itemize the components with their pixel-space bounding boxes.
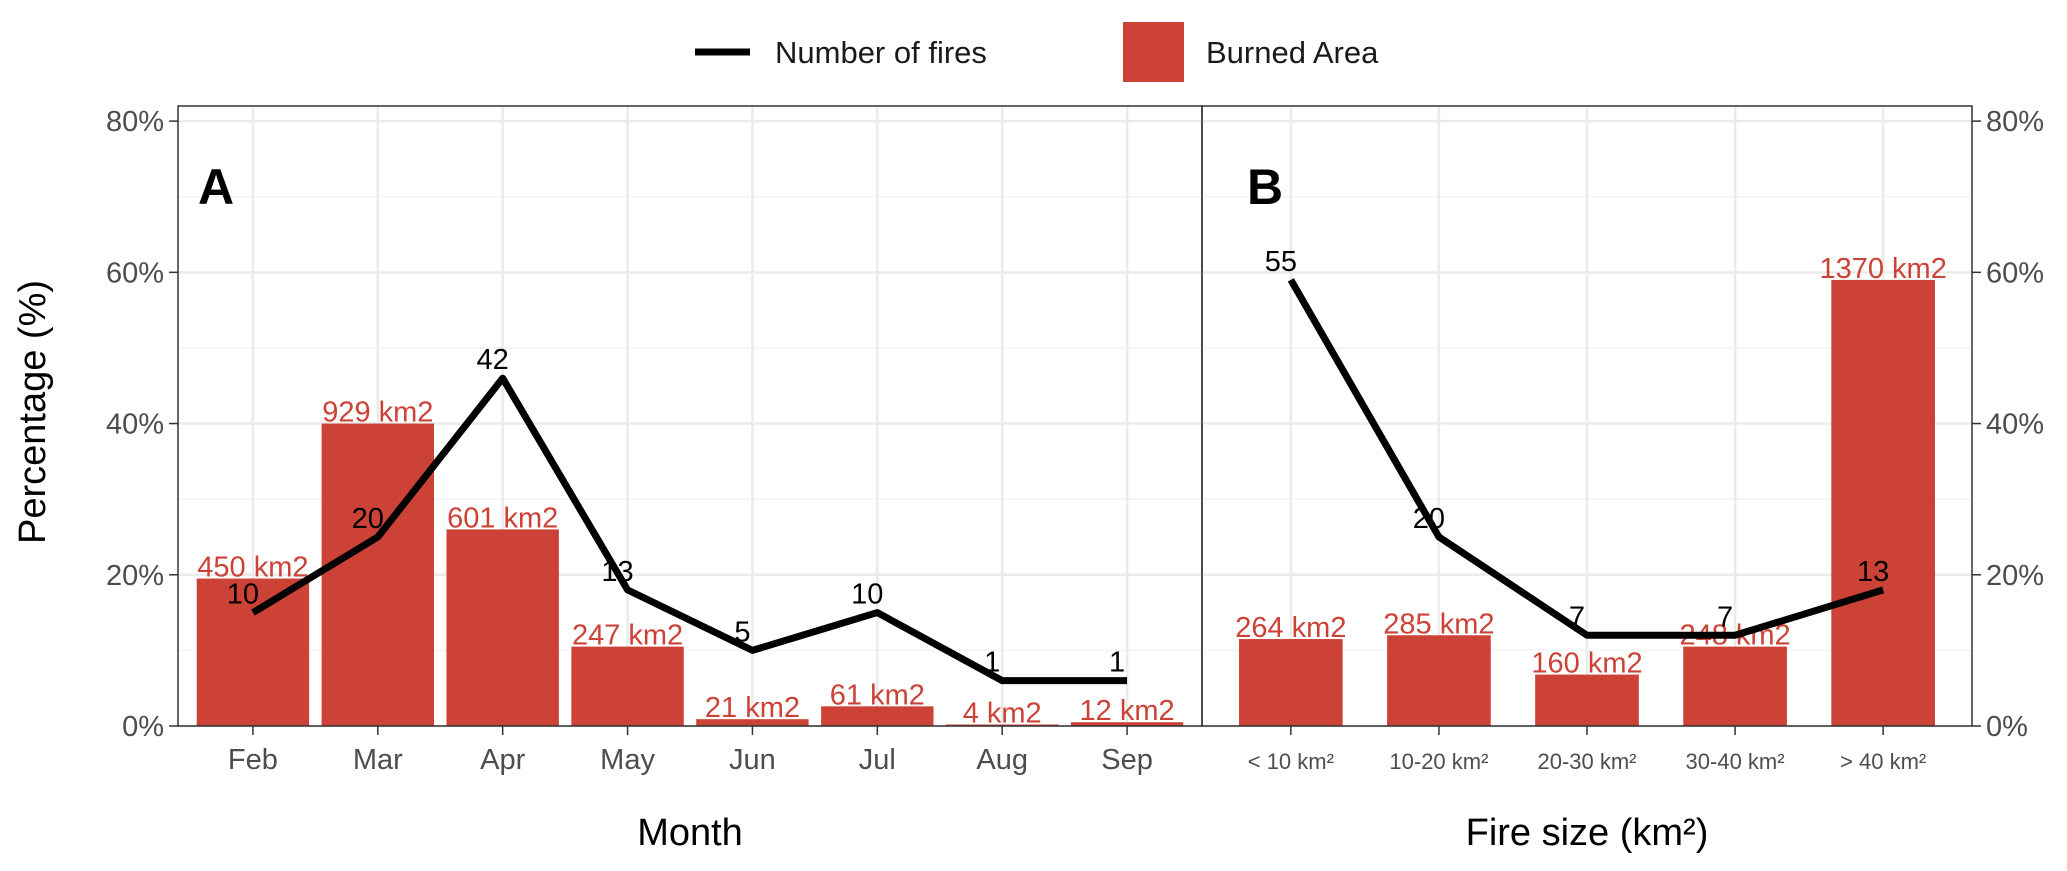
bar-burned-area (696, 719, 809, 726)
line-value-label: 10 (227, 579, 259, 611)
y-tick-label: 0% (122, 711, 164, 743)
panel-month-y-ticks: 0% 20% 40% 60% 80% (106, 106, 178, 743)
line-value-label: 1 (984, 647, 1000, 679)
x-tick-label: 10-20 km² (1389, 749, 1488, 774)
line-value-label: 55 (1265, 246, 1297, 278)
legend-bar-label: Burned Area (1206, 35, 1379, 70)
bar-burned-area (1387, 635, 1491, 726)
line-value-label: 1 (1109, 647, 1125, 679)
y-tick-label: 0% (1986, 711, 2028, 743)
bar-burned-area (321, 423, 434, 726)
line-value-label: 13 (1857, 556, 1889, 588)
line-value-label: 42 (477, 344, 509, 376)
y-tick-label: 60% (1986, 257, 2044, 289)
x-tick-label: Mar (353, 744, 403, 776)
bar-value-label: 285 km2 (1383, 608, 1494, 640)
legend-line-label: Number of fires (775, 35, 987, 70)
panel-month-fires-line (251, 374, 1128, 685)
y-axis-title: Percentage (%) (12, 280, 54, 544)
bar-value-label: 21 km2 (705, 692, 800, 724)
legend: Number of fires Burned Area (695, 22, 1379, 82)
panel-month-bar-labels: 450 km2 929 km2 601 km2 247 km2 21 km2 61 km2… (197, 397, 1174, 730)
line-value-label: 5 (734, 616, 750, 648)
x-tick-label: May (600, 744, 655, 776)
bar-value-label: 1370 km2 (1819, 253, 1946, 285)
y-tick-label: 20% (1986, 560, 2044, 592)
panel-month-x-title: Month (637, 812, 743, 854)
panel-fire-size-bars (1239, 279, 1935, 726)
panel-fire-size-x-ticks: < 10 km² 10-20 km² 20-30 km² 30-40 km² > 40 … (1248, 726, 1926, 774)
line-value-label: 7 (1569, 601, 1585, 633)
line-value-label: 7 (1717, 601, 1733, 633)
x-tick-label: 30-40 km² (1686, 749, 1785, 774)
y-tick-label: 20% (106, 560, 164, 592)
x-tick-label: Jun (729, 744, 776, 776)
y-tick-label: 80% (106, 106, 164, 138)
panel-month-x-ticks: Feb Mar Apr May Jun Jul Aug Sep (228, 726, 1153, 776)
line-value-label: 10 (851, 579, 883, 611)
x-tick-label: > 40 km² (1840, 749, 1926, 774)
bar-burned-area (946, 724, 1059, 726)
bar-burned-area (1535, 674, 1639, 726)
bar-burned-area (571, 646, 684, 726)
legend-bar-swatch (1123, 22, 1184, 82)
x-tick-label: < 10 km² (1248, 749, 1334, 774)
line-value-label: 20 (352, 503, 384, 535)
y-tick-label: 80% (1986, 106, 2044, 138)
panel-month-tag: A (198, 159, 234, 215)
y-tick-label: 40% (106, 409, 164, 441)
panel-fire-size-tag: B (1247, 159, 1283, 215)
panel-fire-size-y-ticks: 0% 20% 40% 60% 80% (1972, 106, 2044, 743)
bar-value-label: 61 km2 (830, 679, 925, 711)
x-tick-label: Feb (228, 744, 278, 776)
y-tick-label: 40% (1986, 409, 2044, 441)
line-value-label: 13 (601, 556, 633, 588)
bar-burned-area (1070, 722, 1184, 726)
bar-value-label: 247 km2 (572, 620, 683, 652)
panel-fire-size-fires-line (1287, 278, 1885, 639)
x-tick-label: Apr (480, 744, 525, 776)
bar-value-label: 264 km2 (1235, 612, 1346, 644)
bar-burned-area (196, 578, 310, 726)
bar-burned-area (446, 529, 559, 726)
bar-burned-area (1683, 646, 1787, 726)
x-tick-label: 20-30 km² (1537, 749, 1636, 774)
bar-value-label: 601 km2 (447, 502, 558, 534)
bar-burned-area (1239, 639, 1343, 726)
line-value-label: 20 (1413, 503, 1445, 535)
y-tick-label: 60% (106, 257, 164, 289)
bar-value-label: 12 km2 (1080, 695, 1175, 727)
x-tick-label: Sep (1101, 744, 1153, 776)
bar-value-label: 929 km2 (322, 397, 433, 429)
bar-value-label: 450 km2 (197, 552, 308, 584)
x-tick-label: Aug (976, 744, 1028, 776)
bar-value-label: 4 km2 (963, 697, 1042, 729)
panel-fire-size-x-title: Fire size (km²) (1466, 812, 1709, 854)
bar-burned-area (821, 706, 934, 726)
panel-fire-size-line-labels: 55 20 7 7 13 (1265, 246, 1890, 633)
panel-month: 450 km2 929 km2 601 km2 247 km2 21 km2 61 km2… (106, 105, 1203, 854)
bar-value-label: 160 km2 (1531, 648, 1642, 680)
x-tick-label: Jul (859, 744, 896, 776)
bar-burned-area (1831, 279, 1935, 726)
panel-month-line-labels: 10 20 42 13 5 10 1 1 (227, 344, 1125, 678)
panel-month-bars (196, 423, 1184, 726)
